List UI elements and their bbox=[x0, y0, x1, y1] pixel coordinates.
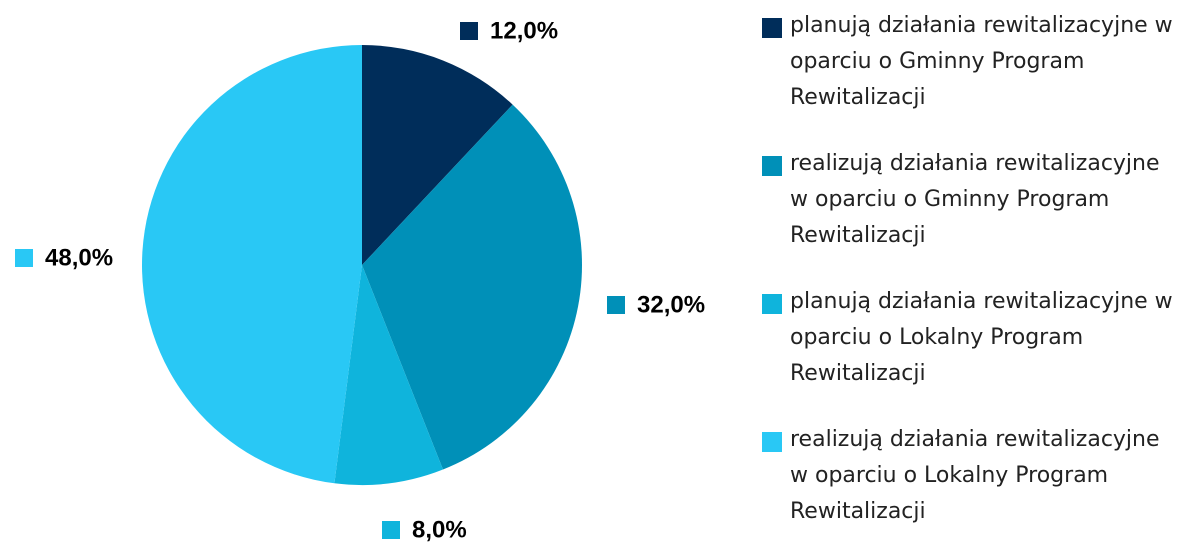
data-label: 32,0% bbox=[637, 291, 705, 318]
legend-item: planują działania rewitalizacyjne w opar… bbox=[762, 8, 1177, 146]
data-label-key bbox=[15, 249, 33, 267]
legend-label: planują działania rewitalizacyjne w opar… bbox=[790, 13, 1173, 110]
legend-swatch bbox=[762, 294, 782, 314]
pie-slice bbox=[362, 45, 513, 265]
legend-label: realizują działania rewitalizacyjne w op… bbox=[790, 151, 1160, 248]
legend: planują działania rewitalizacyjne w opar… bbox=[762, 8, 1177, 544]
data-label-key bbox=[607, 296, 625, 314]
legend-label: planują działania rewitalizacyjne w opar… bbox=[790, 289, 1173, 386]
legend-item: realizują działania rewitalizacyjne w op… bbox=[762, 422, 1177, 544]
pie-area: 12,0% 32,0% 8,0% 48,0% bbox=[15, 17, 705, 543]
legend-swatch bbox=[762, 156, 782, 176]
legend-label: realizują działania rewitalizacyjne w op… bbox=[790, 427, 1160, 524]
data-label: 8,0% bbox=[412, 516, 467, 543]
data-label: 48,0% bbox=[45, 244, 113, 271]
legend-swatch bbox=[762, 18, 782, 38]
pie-slice bbox=[334, 265, 443, 485]
pie-slice bbox=[142, 45, 362, 484]
data-label: 12,0% bbox=[490, 17, 558, 44]
legend-item: planują działania rewitalizacyjne w opar… bbox=[762, 284, 1177, 422]
pie-slice bbox=[362, 104, 582, 470]
legend-item: realizują działania rewitalizacyjne w op… bbox=[762, 146, 1177, 284]
legend-swatch bbox=[762, 432, 782, 452]
data-label-key bbox=[460, 22, 478, 40]
data-label-key bbox=[382, 521, 400, 539]
